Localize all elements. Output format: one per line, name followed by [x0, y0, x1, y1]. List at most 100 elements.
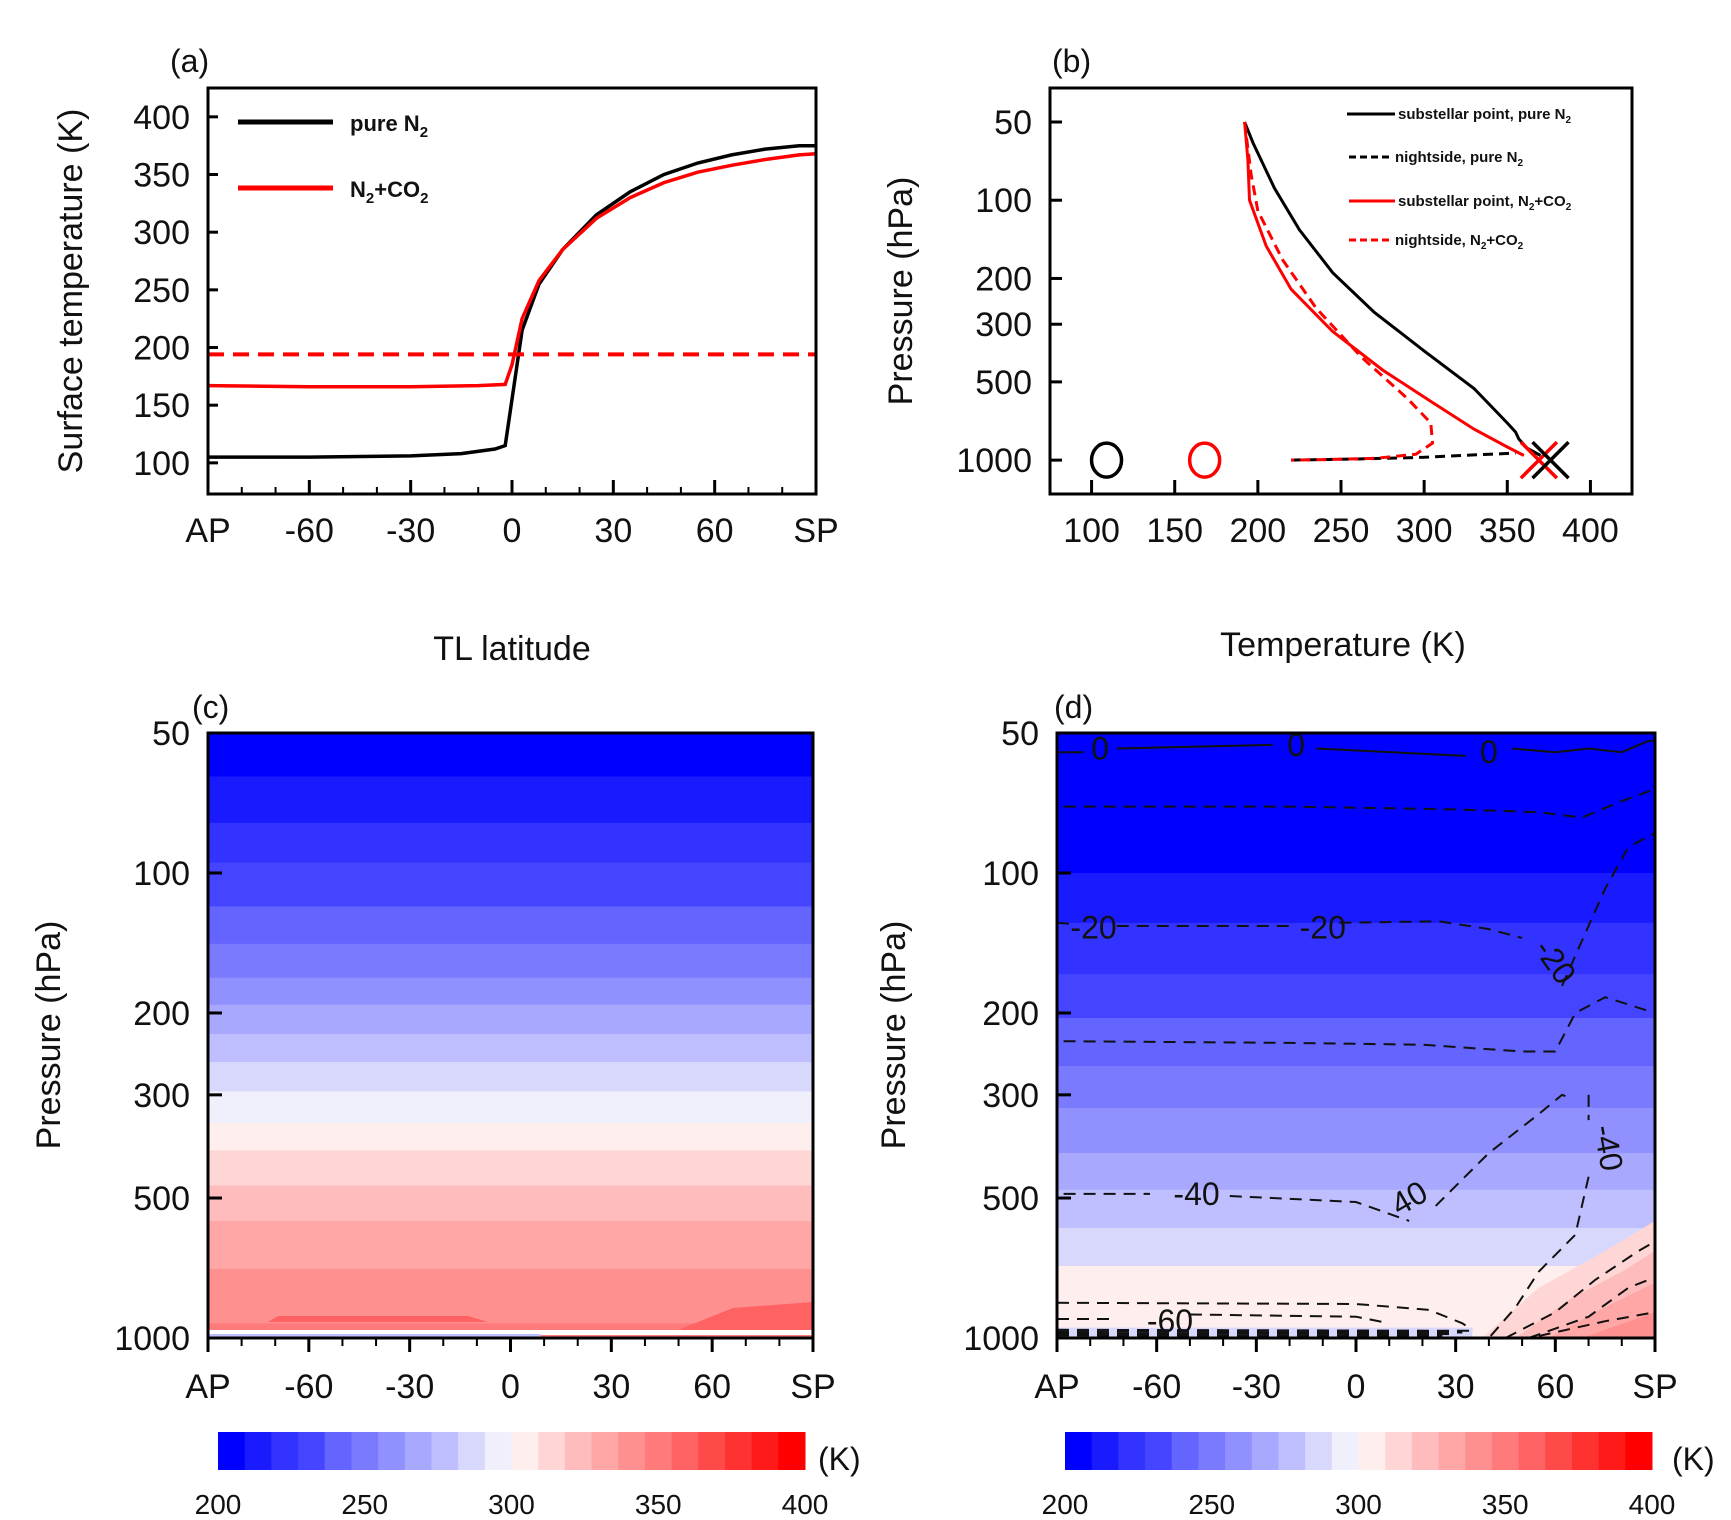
panel-d-warm-region	[1581, 1312, 1655, 1338]
panel-a-xtick-label: 0	[503, 512, 522, 550]
colorbar-swatch	[618, 1432, 646, 1470]
colorbar-swatch	[1225, 1432, 1253, 1470]
panel-c-band	[208, 1268, 813, 1324]
panel-d-xtick-label: -30	[1232, 1368, 1281, 1406]
colorbar-swatch	[1278, 1432, 1306, 1470]
panel-c-band	[208, 1091, 813, 1124]
panel-c-band	[208, 906, 813, 945]
panel-a-xlabel: TL latitude	[433, 630, 591, 668]
panel-a-legend: pure N2 N2+CO2	[238, 111, 428, 207]
panel-c-band	[673, 1302, 813, 1332]
panel-b-line-3	[1243, 121, 1435, 462]
panel-c-band	[208, 1062, 813, 1092]
panel-b-ytick-label: 500	[975, 364, 1032, 402]
panel-b-xtick-label: 400	[1562, 512, 1619, 550]
panel-c-band	[208, 1004, 813, 1035]
colorbar-swatch	[1145, 1432, 1173, 1470]
panel-b-xtick-label: 300	[1396, 512, 1453, 550]
panel-c-band	[208, 1220, 813, 1270]
panel-a-line-1	[207, 151, 817, 389]
colorbar-swatch	[1251, 1432, 1279, 1470]
panel-b-ticks: 50 100 200 300 500 1000 100 150 200 250 300 350 400	[956, 104, 1618, 550]
panel-d-ytick-label: 1000	[963, 1320, 1039, 1358]
colorbar-swatch	[324, 1432, 352, 1470]
panel-d-contour-line	[1056, 1332, 1453, 1336]
panel-c-label: (c)	[192, 689, 229, 725]
colorbar-swatch	[1305, 1432, 1333, 1470]
colorbar-swatch	[1118, 1432, 1146, 1470]
panel-a-ytick-label: 400	[133, 99, 190, 137]
panel-d-contour-label: -20	[1070, 910, 1116, 946]
panel-d-xtick-label: 0	[1347, 1368, 1366, 1406]
panel-d-band	[1057, 1065, 1655, 1109]
colorbar-swatch	[378, 1432, 406, 1470]
colorbar-swatch	[298, 1432, 326, 1470]
colorbar-tick-label: 300	[1335, 1489, 1382, 1520]
panel-b-ytick-label: 50	[994, 104, 1032, 142]
panel-a-ytick-label: 250	[133, 272, 190, 310]
panel-d-contour-label: 0	[1287, 727, 1305, 763]
panel-b-ytick-label: 200	[975, 260, 1032, 298]
panel-b-circle-marker	[1089, 441, 1124, 479]
panel-a-ylabel: Surface temperature (K)	[52, 109, 90, 474]
colorbar-swatch	[484, 1432, 512, 1470]
panel-c: (c) 50 100 200 300 500 1000 AP -60 -30 0 30 60 SP Pr…	[30, 689, 861, 1520]
panel-a-xtick-label: 30	[594, 512, 632, 550]
colorbar-swatch	[644, 1432, 673, 1470]
panel-a-ytick-label: 350	[133, 157, 190, 195]
colorbar-swatch	[564, 1432, 593, 1470]
panel-a-series	[207, 143, 817, 459]
panel-c-xtick-label: -30	[385, 1368, 434, 1406]
panel-d-contour-line	[1316, 747, 1466, 757]
colorbar-tick-label: 300	[488, 1489, 535, 1520]
panel-c-xtick-label: 0	[501, 1368, 520, 1406]
panel-d-bands	[1057, 733, 1655, 1339]
panel-c-band	[208, 1034, 813, 1063]
panel-b-ylabel: Pressure (hPa)	[882, 177, 920, 406]
legend-label-substellar-n2-co2: substellar point, N2+CO2	[1398, 193, 1572, 213]
colorbar-swatch	[404, 1432, 432, 1470]
panel-d-xtick-label: -60	[1132, 1368, 1181, 1406]
colorbar-swatch	[1385, 1432, 1413, 1470]
panel-b: (b) 50 100 200 300 500 1000 100 150 200 250 300 350…	[882, 43, 1634, 664]
panel-a-xtick-label: 60	[696, 512, 734, 550]
colorbar-swatch	[591, 1432, 619, 1470]
panel-c-band	[208, 733, 813, 777]
panel-c-band	[208, 862, 813, 907]
colorbar-swatch	[218, 1432, 246, 1470]
panel-d-contour-line	[1189, 1313, 1390, 1325]
panel-c-ytick-label: 200	[133, 995, 190, 1033]
colorbar-swatch	[1625, 1432, 1653, 1470]
colorbar-swatch	[1571, 1432, 1600, 1470]
colorbar-swatch	[778, 1432, 806, 1470]
panel-d-contour-label: -40	[1587, 1122, 1630, 1174]
colorbar-swatch	[671, 1432, 699, 1470]
panel-b-frame	[1048, 86, 1634, 496]
colorbar-tick-label: 200	[1042, 1489, 1089, 1520]
panel-c-xtick-label: AP	[185, 1368, 230, 1406]
panel-d-band	[1057, 733, 1655, 874]
panel-c-band	[208, 1334, 541, 1337]
colorbar-swatch	[511, 1432, 539, 1470]
panel-d-label: (d)	[1054, 689, 1093, 725]
legend-label-substellar-pure-n2: substellar point, pure N2	[1398, 106, 1572, 126]
panel-c-xtick-label: 30	[592, 1368, 630, 1406]
panel-d-contour-line	[1434, 1093, 1573, 1207]
colorbar-c: 200 250 300 350 400	[195, 1432, 828, 1520]
panel-c-band	[208, 822, 813, 864]
colorbar-swatch	[538, 1432, 566, 1470]
panel-d-xtick-label: SP	[1632, 1368, 1677, 1406]
panel-c-band	[268, 1316, 488, 1322]
colorbar-swatch	[1518, 1432, 1546, 1470]
panel-d-band	[1057, 922, 1655, 975]
panel-b-line-2	[1243, 121, 1525, 457]
panel-c-xtick-label: 60	[693, 1368, 731, 1406]
colorbar-tick-label: 250	[341, 1489, 388, 1520]
panel-b-ytick-label: 1000	[956, 442, 1032, 480]
panel-d-contour-line	[1512, 739, 1655, 754]
panel-d-band	[1057, 1017, 1655, 1067]
panel-d-contour-line	[1056, 1328, 1473, 1332]
legend-label-pure-n2: pure N2	[350, 111, 428, 141]
panel-d-band	[1057, 974, 1655, 1019]
